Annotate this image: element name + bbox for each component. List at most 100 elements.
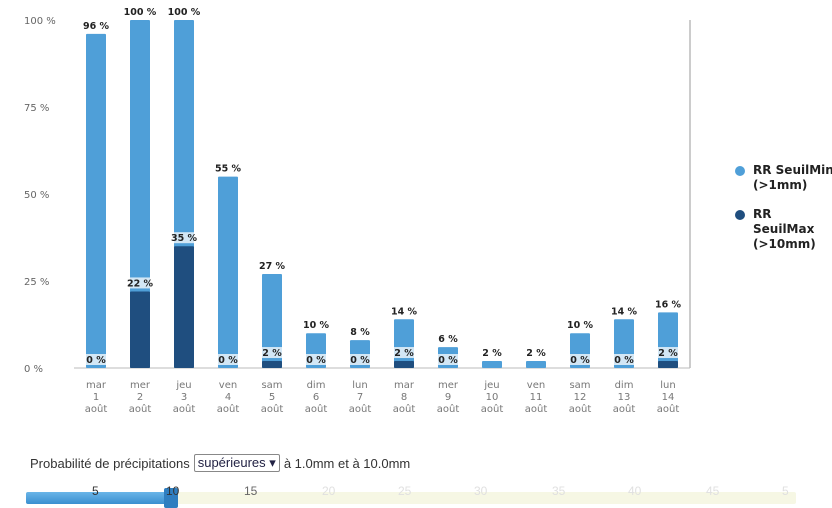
data-label-bg bbox=[129, 277, 151, 289]
bar-seuilmax bbox=[174, 246, 194, 368]
data-label-seuilmin: 100 % bbox=[124, 7, 157, 18]
slider-label: 40 bbox=[628, 484, 642, 498]
x-tick-label: 8 bbox=[401, 392, 407, 403]
slider-fill bbox=[26, 492, 176, 504]
slider-label: 45 bbox=[706, 484, 720, 498]
x-tick-label: août bbox=[305, 403, 328, 415]
threshold-controls: Probabilité de précipitations supérieure… bbox=[30, 454, 410, 472]
data-label-bg bbox=[569, 354, 591, 365]
controls-prefix: Probabilité de précipitations bbox=[30, 455, 190, 471]
x-tick-label: 11 bbox=[530, 392, 543, 403]
data-label-seuilmin: 8 % bbox=[350, 327, 370, 338]
x-tick-label: ven bbox=[527, 380, 545, 391]
data-label-seuilmax: 0 % bbox=[218, 355, 238, 366]
x-tick-label: août bbox=[437, 403, 460, 415]
bar-seuilmax bbox=[658, 361, 678, 368]
data-label-seuilmax: 35 % bbox=[171, 233, 198, 244]
data-label-seuilmax: 22 % bbox=[127, 278, 154, 289]
data-label-seuilmin: 10 % bbox=[303, 320, 330, 331]
bar-seuilmin bbox=[482, 361, 502, 368]
bar-seuilmin bbox=[658, 312, 678, 368]
x-tick-label: août bbox=[481, 403, 504, 415]
x-tick-label: sam bbox=[261, 380, 282, 391]
x-tick-label: 14 bbox=[662, 392, 675, 403]
data-label-bg bbox=[393, 347, 415, 359]
x-tick-label: jeu bbox=[483, 380, 499, 391]
x-tick-label: août bbox=[217, 403, 240, 415]
slider-handle[interactable] bbox=[164, 488, 178, 508]
data-label-seuilmax: 0 % bbox=[306, 355, 326, 366]
x-tick-label: août bbox=[129, 403, 152, 415]
bar-seuilmin bbox=[526, 361, 546, 368]
data-label-seuilmax: 0 % bbox=[350, 355, 370, 366]
x-tick-label: jeu bbox=[175, 380, 191, 391]
bar-seuilmin bbox=[262, 274, 282, 368]
x-tick-label: ven bbox=[219, 380, 237, 391]
data-label-seuilmin: 100 % bbox=[168, 7, 201, 18]
threshold-select-value: supérieures bbox=[197, 455, 266, 470]
data-label-bg bbox=[349, 354, 371, 365]
data-label-seuilmax: 2 % bbox=[394, 348, 414, 359]
bar-seuilmin bbox=[394, 319, 414, 368]
y-tick-label: 25 % bbox=[24, 277, 49, 288]
data-label-seuilmax: 0 % bbox=[614, 355, 634, 366]
legend-item-seuilmin[interactable]: RR SeuilMin (>1mm) bbox=[735, 163, 832, 193]
x-tick-label: 3 bbox=[181, 392, 187, 403]
x-tick-label: août bbox=[657, 403, 680, 415]
slider-label: 35 bbox=[552, 484, 566, 498]
x-tick-label: août bbox=[569, 403, 592, 415]
threshold-slider[interactable]: 5 10 15 20 25 30 35 40 45 5 bbox=[0, 484, 832, 508]
legend-item-seuilmax[interactable]: RR SeuilMax (>10mm) bbox=[735, 207, 832, 252]
legend-label-seuilmax: RR SeuilMax (>10mm) bbox=[753, 207, 816, 251]
slider-track[interactable] bbox=[26, 492, 796, 504]
data-label-bg bbox=[437, 354, 459, 365]
data-label-seuilmax: 2 % bbox=[658, 348, 678, 359]
x-tick-label: août bbox=[393, 403, 416, 415]
chevron-down-icon: ▾ bbox=[269, 455, 276, 470]
x-tick-label: août bbox=[613, 403, 636, 415]
data-label-bg bbox=[657, 347, 679, 359]
y-tick-label: 50 % bbox=[24, 190, 49, 201]
slider-label: 10 bbox=[166, 484, 180, 498]
x-tick-label: mer bbox=[438, 380, 459, 391]
x-tick-label: 1 bbox=[93, 392, 99, 403]
data-label-seuilmin: 2 % bbox=[482, 348, 502, 359]
data-label-seuilmax: 0 % bbox=[86, 355, 106, 366]
controls-suffix: à 1.0mm et à 10.0mm bbox=[283, 455, 411, 471]
x-tick-label: 7 bbox=[357, 392, 363, 403]
bar-seuilmin bbox=[218, 176, 238, 368]
slider-label: 30 bbox=[474, 484, 488, 498]
y-tick-label: 0 % bbox=[24, 364, 43, 375]
x-tick-label: 5 bbox=[269, 392, 275, 403]
threshold-select[interactable]: supérieures ▾ bbox=[193, 454, 280, 472]
x-tick-label: sam bbox=[569, 380, 590, 391]
slider-label: 25 bbox=[398, 484, 412, 498]
x-tick-label: 10 bbox=[486, 392, 499, 403]
x-tick-label: août bbox=[85, 403, 108, 415]
slider-label: 5 bbox=[92, 484, 99, 498]
data-label-bg bbox=[305, 354, 327, 365]
data-label-bg bbox=[613, 354, 635, 365]
data-label-seuilmin: 27 % bbox=[259, 261, 286, 272]
x-tick-label: dim bbox=[615, 380, 634, 391]
bar-seuilmax bbox=[262, 361, 282, 368]
data-label-seuilmin: 96 % bbox=[83, 21, 110, 32]
data-label-seuilmax: 0 % bbox=[570, 355, 590, 366]
slider-label: 5 bbox=[782, 484, 789, 498]
data-label-seuilmin: 14 % bbox=[611, 306, 638, 317]
data-label-seuilmin: 2 % bbox=[526, 348, 546, 359]
legend: RR SeuilMin (>1mm) RR SeuilMax (>10mm) bbox=[735, 163, 832, 266]
x-tick-label: 12 bbox=[574, 392, 587, 403]
slider-label: 20 bbox=[322, 484, 336, 498]
x-tick-label: mar bbox=[394, 380, 415, 391]
x-tick-label: août bbox=[349, 403, 372, 415]
x-tick-label: 9 bbox=[445, 392, 451, 403]
data-label-bg bbox=[85, 354, 107, 365]
y-tick-label: 75 % bbox=[24, 103, 49, 114]
data-label-seuilmax: 0 % bbox=[438, 355, 458, 366]
x-tick-label: août bbox=[173, 403, 196, 415]
x-tick-label: 2 bbox=[137, 392, 143, 403]
data-label-seuilmax: 2 % bbox=[262, 348, 282, 359]
slider-label: 15 bbox=[244, 484, 258, 498]
